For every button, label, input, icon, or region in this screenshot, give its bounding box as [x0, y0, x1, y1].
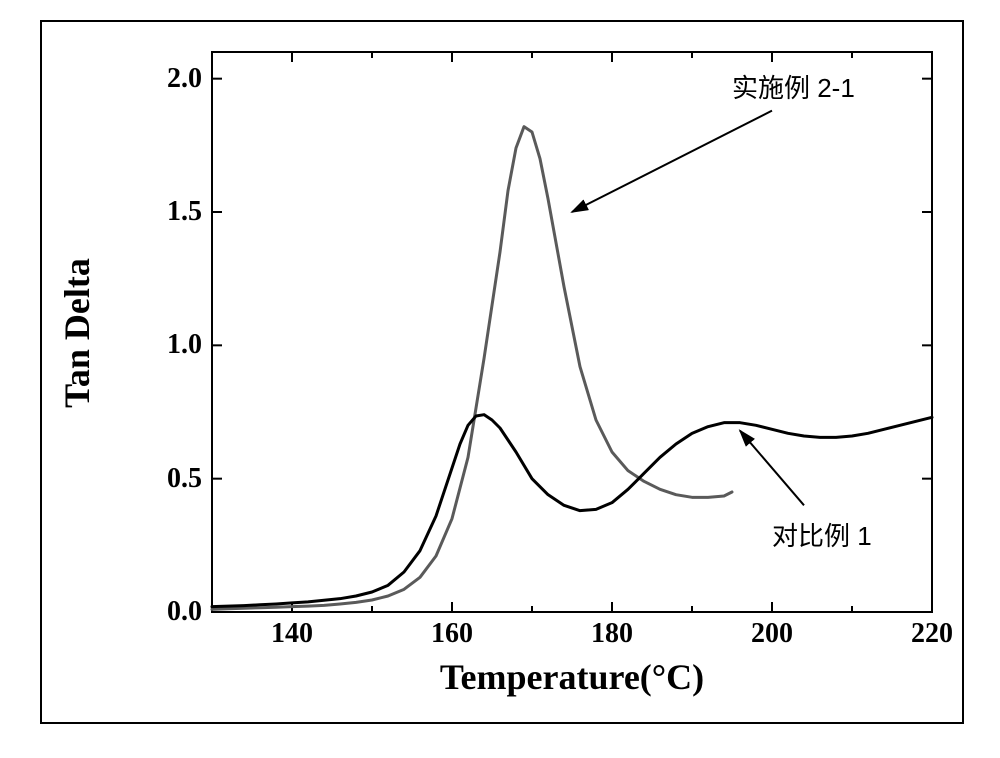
x-tick-label: 180: [591, 618, 633, 650]
x-tick-label: 200: [751, 618, 793, 650]
annotation-arrow-label-example: [572, 111, 772, 212]
series-example-2-1: [212, 127, 732, 610]
series-compare-1: [212, 415, 932, 607]
y-tick-label: 1.5: [167, 196, 202, 228]
figure-frame: Tan Delta Temperature(°C) 实施例 2-1 对比例 1 …: [40, 20, 964, 724]
x-axis-label: Temperature(°C): [212, 656, 932, 698]
x-tick-label: 140: [271, 618, 313, 650]
annotation-arrow-label-compare: [740, 431, 804, 506]
y-axis-label: Tan Delta: [56, 233, 98, 433]
annotation-example-2-1: 实施例 2-1: [732, 68, 855, 105]
x-tick-label: 220: [911, 618, 953, 650]
y-tick-label: 0.0: [167, 596, 202, 628]
x-tick-label: 160: [431, 618, 473, 650]
y-tick-label: 2.0: [167, 63, 202, 95]
y-tick-label: 1.0: [167, 329, 202, 361]
y-tick-label: 0.5: [167, 463, 202, 495]
annotation-compare-1: 对比例 1: [772, 516, 872, 553]
